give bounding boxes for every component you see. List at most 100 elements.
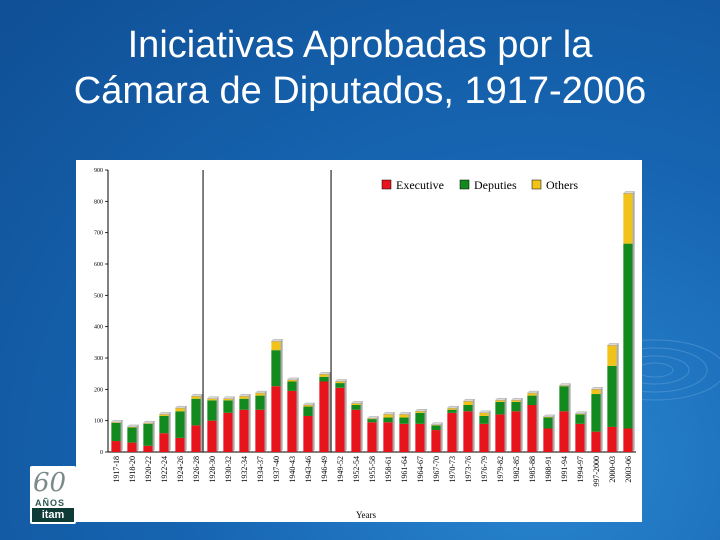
- x-tick-label: 997-2000: [592, 456, 601, 487]
- y-tick-label: 100: [94, 419, 103, 425]
- slide-title-line-2: Cámara de Diputados, 1917-2006: [73, 70, 647, 112]
- legend-label-executive: Executive: [396, 178, 444, 192]
- bar-segment-deputies: [207, 400, 217, 421]
- bar-segment-deputies: [319, 376, 329, 382]
- x-tick-label: 1918-20: [128, 456, 137, 483]
- slide-title: Iniciativas Aprobadas por la Cámara de D…: [0, 22, 720, 114]
- x-tick-label: 1952-54: [352, 456, 361, 483]
- legend-swatch-others: [531, 179, 542, 190]
- bar-segment-executive: [367, 422, 377, 452]
- bar-segment-others: [447, 408, 457, 410]
- bar-segment-deputies: [415, 412, 425, 424]
- x-tick-label: 2000-03: [608, 456, 617, 483]
- bar-side-shade: [248, 394, 251, 452]
- bar-segment-executive: [143, 445, 153, 452]
- bar-top-cap: [302, 402, 316, 406]
- bar-top-cap: [494, 398, 508, 401]
- bar-segment-deputies: [495, 401, 505, 415]
- bar-segment-deputies: [463, 405, 473, 412]
- x-tick-label: 1961-64: [400, 456, 409, 483]
- bar-segment-executive: [543, 428, 553, 452]
- bar-segment-executive: [351, 409, 361, 452]
- bar-side-shade: [280, 339, 283, 452]
- bar-top-cap: [478, 410, 492, 413]
- bar-side-shade: [536, 391, 539, 452]
- bar-segment-deputies: [351, 405, 361, 410]
- bar-segment-others: [207, 398, 217, 401]
- bar-segment-executive: [559, 411, 569, 452]
- logo-name: itam: [32, 508, 74, 522]
- bar-segment-executive: [447, 412, 457, 452]
- bar-segment-others: [159, 414, 169, 416]
- bar-segment-executive: [287, 390, 297, 452]
- bar-segment-executive: [623, 428, 633, 452]
- bar-segment-others: [175, 408, 185, 412]
- bar-segment-others: [335, 381, 345, 384]
- bar-segment-others: [559, 385, 569, 387]
- x-tick-label: 1917-18: [112, 456, 121, 483]
- bar-segment-executive: [159, 433, 169, 452]
- legend-label-others: Others: [546, 178, 578, 192]
- bar-segment-others: [431, 424, 441, 426]
- bar-segment-others: [591, 389, 601, 395]
- bar-top-cap: [574, 411, 588, 414]
- bar-side-shade: [504, 398, 507, 452]
- bar-segment-others: [191, 396, 201, 399]
- bar-segment-executive: [575, 423, 585, 452]
- bar-side-shade: [456, 406, 459, 452]
- bar-segment-deputies: [383, 417, 393, 423]
- x-tick-label: 1958-61: [384, 456, 393, 483]
- bar-segment-executive: [495, 414, 505, 452]
- x-tick-label: 1991-94: [560, 456, 569, 483]
- bar-segment-others: [351, 403, 361, 405]
- legend-swatch-deputies: [459, 179, 470, 190]
- bar-side-shade: [168, 412, 171, 452]
- bar-segment-others: [575, 413, 585, 415]
- bar-top-cap: [286, 377, 300, 381]
- bar-top-cap: [318, 372, 332, 375]
- bar-top-cap: [462, 399, 476, 402]
- bar-side-shade: [616, 343, 619, 452]
- bar-segment-others: [463, 401, 473, 405]
- x-tick-label: 1928-30: [208, 456, 217, 483]
- chart-legend: Executive Deputies Others: [381, 178, 578, 192]
- slide-title-line-1: Iniciativas Aprobadas por la: [127, 24, 593, 66]
- x-tick-label: 1973-76: [464, 456, 473, 483]
- legend-swatch-executive: [381, 179, 392, 190]
- bar-segment-executive: [303, 415, 313, 452]
- y-tick-label: 400: [94, 325, 103, 331]
- bar-segment-deputies: [479, 415, 489, 424]
- bar-segment-others: [383, 414, 393, 418]
- x-tick-label: 1967-70: [432, 456, 441, 483]
- bar-segment-executive: [591, 431, 601, 452]
- x-tick-label: 1930-32: [224, 456, 233, 483]
- bar-side-shade: [344, 379, 347, 452]
- y-tick-label: 800: [94, 199, 103, 205]
- bar-segment-others: [543, 416, 553, 418]
- bar-segment-others: [223, 398, 233, 401]
- bar-side-shade: [632, 191, 635, 452]
- x-tick-label: 1964-67: [416, 456, 425, 483]
- bar-segment-others: [607, 345, 617, 366]
- bar-segment-executive: [463, 411, 473, 452]
- bar-segment-executive: [431, 430, 441, 452]
- bar-segment-executive: [479, 423, 489, 452]
- bar-side-shade: [232, 396, 235, 452]
- bar-segment-deputies: [527, 395, 537, 405]
- chart-bars: [110, 191, 636, 452]
- x-tick-label: 1976-79: [480, 456, 489, 483]
- bar-segment-executive: [399, 423, 409, 452]
- bar-side-shade: [488, 410, 491, 452]
- bar-side-shade: [264, 391, 267, 452]
- x-tick-label: 1943-46: [304, 456, 313, 483]
- bar-segment-deputies: [559, 386, 569, 412]
- bar-segment-deputies: [431, 425, 441, 431]
- bar-segment-executive: [271, 386, 281, 452]
- x-tick-label: 1970-73: [448, 456, 457, 483]
- bar-segment-executive: [223, 412, 233, 452]
- bar-segment-others: [511, 400, 521, 402]
- bar-segment-deputies: [287, 381, 297, 391]
- bar-segment-others: [399, 414, 409, 418]
- bar-segment-deputies: [543, 417, 553, 429]
- x-tick-label: 2003-06: [624, 456, 633, 483]
